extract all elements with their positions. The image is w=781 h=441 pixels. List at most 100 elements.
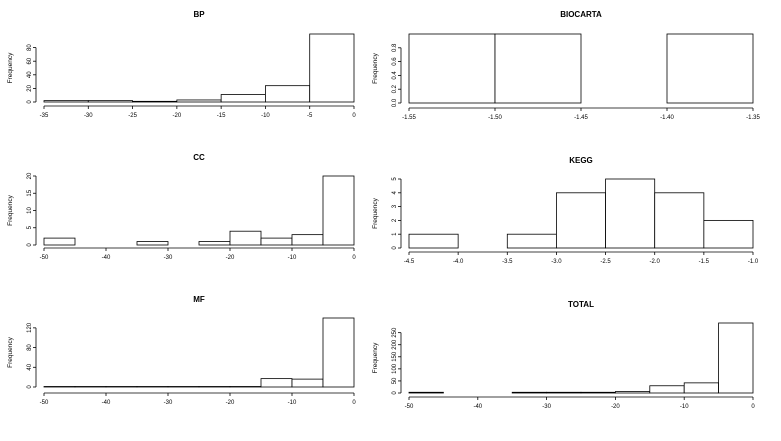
histogram-bar: [506, 233, 557, 249]
histogram-bar: [87, 100, 133, 103]
y-tick-label: 200: [392, 339, 398, 350]
y-tick-label: 0: [27, 243, 33, 247]
y-tick-label: 20: [27, 172, 33, 179]
chart-title: BP: [193, 10, 205, 19]
x-tick-label: -30: [542, 404, 551, 410]
x-tick-label: -20: [611, 404, 620, 410]
histogram-bar: [408, 233, 459, 249]
x-tick-label: -20: [173, 113, 182, 119]
y-tick-label: 10: [27, 207, 33, 214]
histogram-bar: [615, 391, 651, 394]
histogram-bar: [265, 85, 311, 103]
x-tick-label: -3.0: [551, 259, 562, 265]
x-tick-label: -2.5: [600, 259, 611, 265]
x-tick-label: -1.55: [402, 115, 416, 121]
histogram-bar: [132, 100, 178, 103]
chart-title: MF: [193, 295, 205, 304]
y-axis-label: Frequency: [7, 336, 14, 367]
y-tick-label: 2: [392, 218, 398, 222]
x-tick-label: -5: [307, 113, 313, 119]
histogram-bar: [229, 230, 262, 246]
x-tick-label: -30: [164, 255, 173, 261]
histogram-bar: [494, 33, 582, 104]
y-tick-label: 20: [27, 84, 33, 91]
histogram-bar: [291, 378, 324, 388]
y-tick-label: 4: [392, 190, 398, 194]
y-tick-label: 80: [27, 344, 33, 351]
x-tick-label: 0: [352, 400, 356, 406]
histogram-panel: BIOCARTA -1.55 -1.50 -1.45 -1.40 -1.35 0.0 0.2 0…: [372, 10, 760, 121]
x-tick-label: -1.50: [488, 115, 502, 121]
histogram-bar: [43, 100, 89, 103]
x-tick-label: -40: [102, 400, 111, 406]
histogram-bar: [718, 322, 754, 394]
y-axis-label: Frequency: [372, 197, 379, 228]
histogram-panel: KEGG -4.5 -4.0 -3.5 -3.0 -2.5 -2.0 -1.5 -1.0 0 1 2 3…: [372, 156, 759, 265]
histogram-bar: [136, 241, 169, 246]
y-tick-label: 0.0: [392, 98, 398, 107]
x-tick-label: -1.40: [660, 115, 674, 121]
y-axis-label: Frequency: [7, 52, 14, 83]
y-tick-label: 150: [392, 351, 398, 362]
y-tick-label: 5: [27, 225, 33, 229]
chart-title: CC: [193, 153, 205, 162]
x-tick-label: -1.0: [748, 259, 759, 265]
y-tick-label: 60: [27, 57, 33, 64]
histogram-bar: [43, 237, 76, 246]
x-tick-label: -10: [680, 404, 689, 410]
y-tick-label: 0: [392, 246, 398, 250]
histogram-bar: [322, 317, 355, 388]
histogram-bar: [322, 175, 355, 246]
y-tick-label: 40: [27, 71, 33, 78]
x-tick-label: -50: [40, 400, 49, 406]
x-tick-label: -30: [84, 113, 93, 119]
y-tick-label: 120: [27, 322, 33, 333]
histogram-bar: [556, 192, 606, 249]
x-tick-label: -40: [473, 404, 482, 410]
histogram-bar: [703, 219, 754, 249]
histogram-bar: [291, 234, 324, 246]
x-tick-label: -4.0: [453, 259, 464, 265]
histogram-bar: [649, 385, 685, 394]
histogram-bar: [260, 237, 293, 246]
x-tick-label: -50: [40, 255, 49, 261]
x-tick-label: -1.45: [574, 115, 588, 121]
y-tick-label: 0.8: [392, 43, 398, 52]
x-tick-label: -3.5: [502, 259, 513, 265]
y-tick-label: 0.6: [392, 57, 398, 66]
x-tick-label: -15: [217, 113, 226, 119]
y-tick-label: 80: [27, 44, 33, 51]
y-tick-label: 100: [392, 363, 398, 374]
x-tick-label: -10: [288, 400, 297, 406]
x-tick-label: -35: [40, 113, 49, 119]
x-tick-label: 0: [352, 255, 356, 261]
x-tick-label: -1.5: [699, 259, 710, 265]
histogram-bar: [309, 33, 355, 103]
x-tick-label: -50: [405, 404, 414, 410]
histogram-panel: CC -50 -40 -30 -20 -10 0 0 5 10 15 20 Frequency: [7, 153, 356, 261]
y-tick-label: 0: [27, 385, 33, 389]
histogram-panel: BP -35 -30 -25 -20 -15 -10 -5 0 0 20 40 60 80 Frequenc…: [7, 10, 356, 119]
chart-title: BIOCARTA: [560, 10, 602, 19]
histogram-bar: [260, 378, 293, 388]
histogram-bar: [408, 33, 496, 104]
histogram-bar: [683, 382, 720, 394]
y-tick-label: 3: [392, 204, 398, 208]
histogram-bar: [654, 192, 705, 249]
x-tick-label: -20: [226, 255, 235, 261]
y-tick-label: 0.4: [392, 71, 398, 80]
y-tick-label: 40: [27, 363, 33, 370]
x-tick-label: 0: [751, 404, 755, 410]
y-tick-label: 0: [392, 391, 398, 395]
histogram-bar: [220, 94, 266, 103]
histogram-bar: [546, 391, 582, 394]
histogram-bar: [198, 241, 231, 246]
x-tick-label: -10: [261, 113, 270, 119]
y-tick-label: 0.2: [392, 84, 398, 93]
histogram-bar: [176, 99, 222, 103]
histogram-bar: [605, 178, 656, 249]
chart-title: TOTAL: [568, 300, 594, 309]
x-tick-label: -20: [226, 400, 235, 406]
